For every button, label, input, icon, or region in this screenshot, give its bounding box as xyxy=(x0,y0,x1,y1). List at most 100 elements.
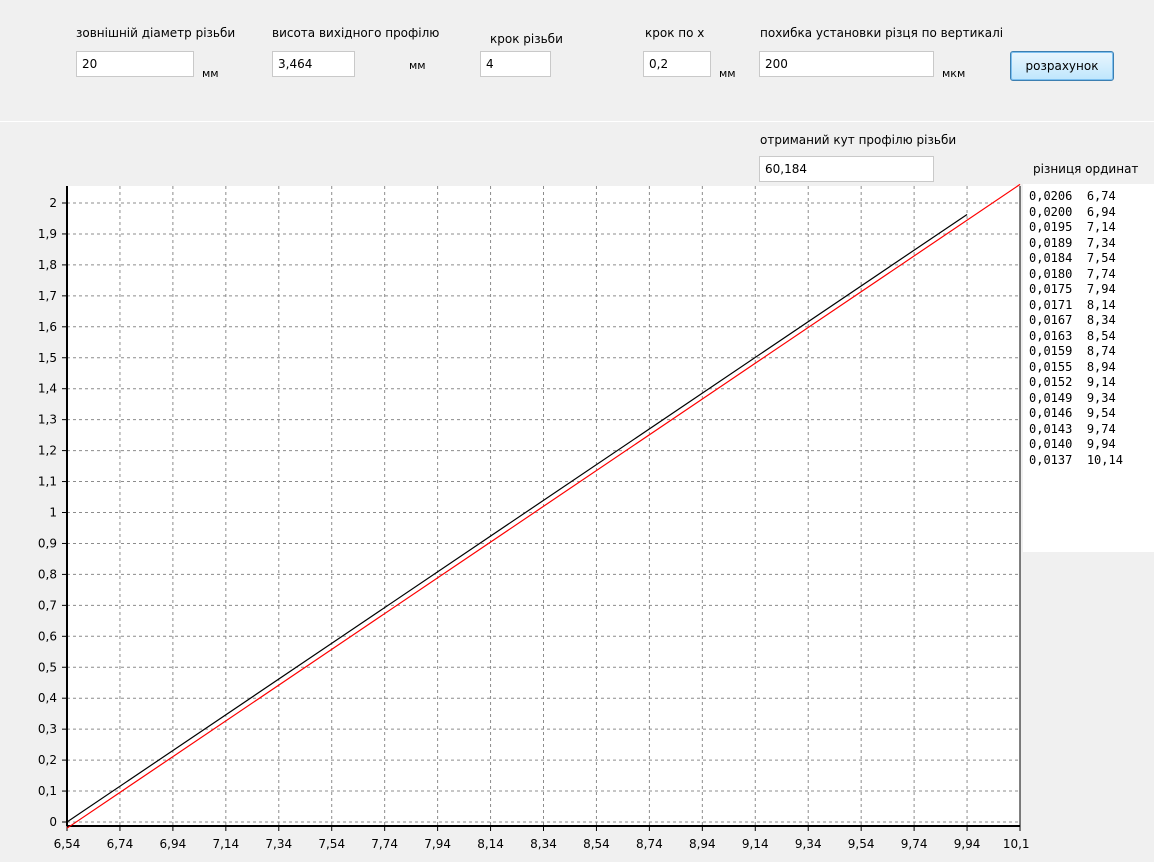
ordinate-diff-value: 0,0189 xyxy=(1029,235,1073,250)
y-tick-label: 1,9 xyxy=(38,227,57,241)
y-tick-label: 1 xyxy=(49,506,57,520)
ordinate-diff-x: 7,34 xyxy=(1086,235,1116,250)
x-tick-label: 7,54 xyxy=(318,837,345,851)
ordinate-diff-value: 0,0159 xyxy=(1029,344,1073,358)
outer-diameter-label: зовнішній діаметр різьби xyxy=(76,26,236,40)
thread-pitch-input[interactable] xyxy=(480,51,551,77)
ordinate-diff-row[interactable]: 0,0175 7,94 xyxy=(1023,282,1154,298)
y-tick-label: 0,1 xyxy=(38,784,57,798)
ordinate-diff-x: 8,54 xyxy=(1086,328,1116,343)
ordinate-diff-list[interactable]: 0,0206 6,74 0,0200 6,94 0,0195 7,14 0,0189 … xyxy=(1023,184,1154,552)
ordinate-diff-value: 0,0206 xyxy=(1029,189,1073,203)
ordinate-diff-x: 8,74 xyxy=(1086,344,1116,358)
cutter-error-label: похибка установки різця по вертикалі xyxy=(760,26,1004,40)
ordinate-diff-value: 0,0180 xyxy=(1029,266,1073,281)
ordinate-diff-row[interactable]: 0,0200 6,94 xyxy=(1023,205,1154,221)
ordinate-diff-row[interactable]: 0,0149 9,34 xyxy=(1023,391,1154,407)
ordinate-diff-row[interactable]: 0,0146 9,54 xyxy=(1023,406,1154,422)
ordinate-diff-value: 0,0184 xyxy=(1029,251,1073,265)
x-tick-label: 6,74 xyxy=(107,837,134,851)
x-tick-label: 9,74 xyxy=(901,837,928,851)
ordinate-diff-x: 6,94 xyxy=(1086,204,1116,219)
y-tick-label: 0,3 xyxy=(38,722,57,736)
calculate-button[interactable]: розрахунок xyxy=(1010,51,1114,81)
y-tick-label: 0,6 xyxy=(38,629,57,643)
step-x-label: крок по х xyxy=(645,26,705,40)
ordinate-diff-x: 8,34 xyxy=(1086,313,1116,327)
ordinate-diff-row[interactable]: 0,0171 8,14 xyxy=(1023,298,1154,314)
ordinate-diff-label: різниця ординат xyxy=(1033,162,1139,176)
x-tick-label: 6,54 xyxy=(54,837,81,851)
profile-height-input[interactable] xyxy=(272,51,355,77)
step-x-input[interactable] xyxy=(643,51,711,77)
ordinate-diff-value: 0,0152 xyxy=(1029,375,1073,389)
ordinate-diff-value: 0,0146 xyxy=(1029,406,1073,420)
y-tick-label: 1,8 xyxy=(38,258,57,272)
ordinate-diff-row[interactable]: 0,0137 10,14 xyxy=(1023,453,1154,469)
ordinate-diff-row[interactable]: 0,0143 9,74 xyxy=(1023,422,1154,438)
ordinate-diff-value: 0,0140 xyxy=(1029,437,1073,451)
ordinate-diff-x: 8,14 xyxy=(1086,297,1116,312)
ordinate-diff-row[interactable]: 0,0163 8,54 xyxy=(1023,329,1154,345)
ordinate-diff-x: 10,14 xyxy=(1086,452,1123,467)
ordinate-diff-x: 7,74 xyxy=(1086,266,1116,281)
ordinate-diff-row[interactable]: 0,0159 8,74 xyxy=(1023,344,1154,360)
y-tick-label: 0,8 xyxy=(38,567,57,581)
ordinate-diff-row[interactable]: 0,0167 8,34 xyxy=(1023,313,1154,329)
series-line-1 xyxy=(66,213,968,823)
panel-separator xyxy=(0,121,1154,122)
ordinate-diff-value: 0,0155 xyxy=(1029,359,1073,374)
ordinate-diff-value: 0,0175 xyxy=(1029,282,1073,296)
ordinate-diff-x: 9,14 xyxy=(1086,375,1116,389)
step-x-unit: мм xyxy=(719,67,736,80)
x-tick-label: 8,74 xyxy=(636,837,663,851)
line-chart: 6,54 6,74 6,94 7,14 7,34 7,54 7,74 7,94 8,14 8,34… xyxy=(38,183,1030,851)
ordinate-diff-value: 0,0149 xyxy=(1029,390,1073,405)
ordinate-diff-x: 7,94 xyxy=(1086,282,1116,296)
x-tick-label: 9,54 xyxy=(848,837,875,851)
ordinate-diff-x: 7,14 xyxy=(1086,220,1116,234)
ordinate-diff-row[interactable]: 0,0184 7,54 xyxy=(1023,251,1154,267)
ordinate-diff-x: 9,34 xyxy=(1086,390,1116,405)
x-tick-label: 7,74 xyxy=(371,837,398,851)
x-tick-label: 8,14 xyxy=(477,837,504,851)
series-line-2 xyxy=(66,183,1021,829)
ordinate-diff-x: 8,94 xyxy=(1086,359,1116,374)
y-tick-label: 0,4 xyxy=(38,691,57,705)
ordinate-diff-x: 7,54 xyxy=(1086,251,1116,265)
ordinate-diff-x: 9,54 xyxy=(1086,406,1116,420)
thread-pitch-label: крок різьби xyxy=(490,32,563,46)
y-tick-label: 0,2 xyxy=(38,753,57,767)
y-tick-label: 0,7 xyxy=(38,598,57,612)
y-tick-label: 1,6 xyxy=(38,320,57,334)
profile-height-label: висота вихідного профілю xyxy=(272,26,440,40)
y-tick-label: 0 xyxy=(49,815,57,829)
y-tick-label: 1,3 xyxy=(38,413,57,427)
result-angle-output[interactable] xyxy=(759,156,934,182)
x-tick-label: 7,34 xyxy=(265,837,292,851)
outer-diameter-unit: мм xyxy=(202,67,219,80)
x-tick-label: 7,94 xyxy=(424,837,451,851)
y-tick-label: 1,7 xyxy=(38,289,57,303)
y-tick-label: 0,5 xyxy=(38,660,57,674)
profile-height-unit: мм xyxy=(409,59,426,72)
y-tick-label: 0,9 xyxy=(38,536,57,550)
outer-diameter-input[interactable] xyxy=(76,51,194,77)
ordinate-diff-row[interactable]: 0,0152 9,14 xyxy=(1023,375,1154,391)
x-tick-label: 8,54 xyxy=(583,837,610,851)
ordinate-diff-row[interactable]: 0,0189 7,34 xyxy=(1023,236,1154,252)
ordinate-diff-x: 9,94 xyxy=(1086,437,1116,451)
y-tick-label: 1,1 xyxy=(38,475,57,489)
y-tick-label: 1,5 xyxy=(38,351,57,365)
ordinate-diff-row[interactable]: 0,0206 6,74 xyxy=(1023,189,1154,205)
ordinate-diff-row[interactable]: 0,0155 8,94 xyxy=(1023,360,1154,376)
ordinate-diff-row[interactable]: 0,0180 7,74 xyxy=(1023,267,1154,283)
ordinate-diff-row[interactable]: 0,0140 9,94 xyxy=(1023,437,1154,453)
result-angle-label: отриманий кут профілю різьби xyxy=(760,133,957,147)
x-tick-label: 8,94 xyxy=(689,837,716,851)
ordinate-diff-row[interactable]: 0,0195 7,14 xyxy=(1023,220,1154,236)
ordinate-diff-x: 6,74 xyxy=(1086,189,1116,203)
x-tick-label: 9,94 xyxy=(954,837,981,851)
cutter-error-input[interactable] xyxy=(759,51,934,77)
x-tick-label: 10,14 xyxy=(1003,837,1030,851)
